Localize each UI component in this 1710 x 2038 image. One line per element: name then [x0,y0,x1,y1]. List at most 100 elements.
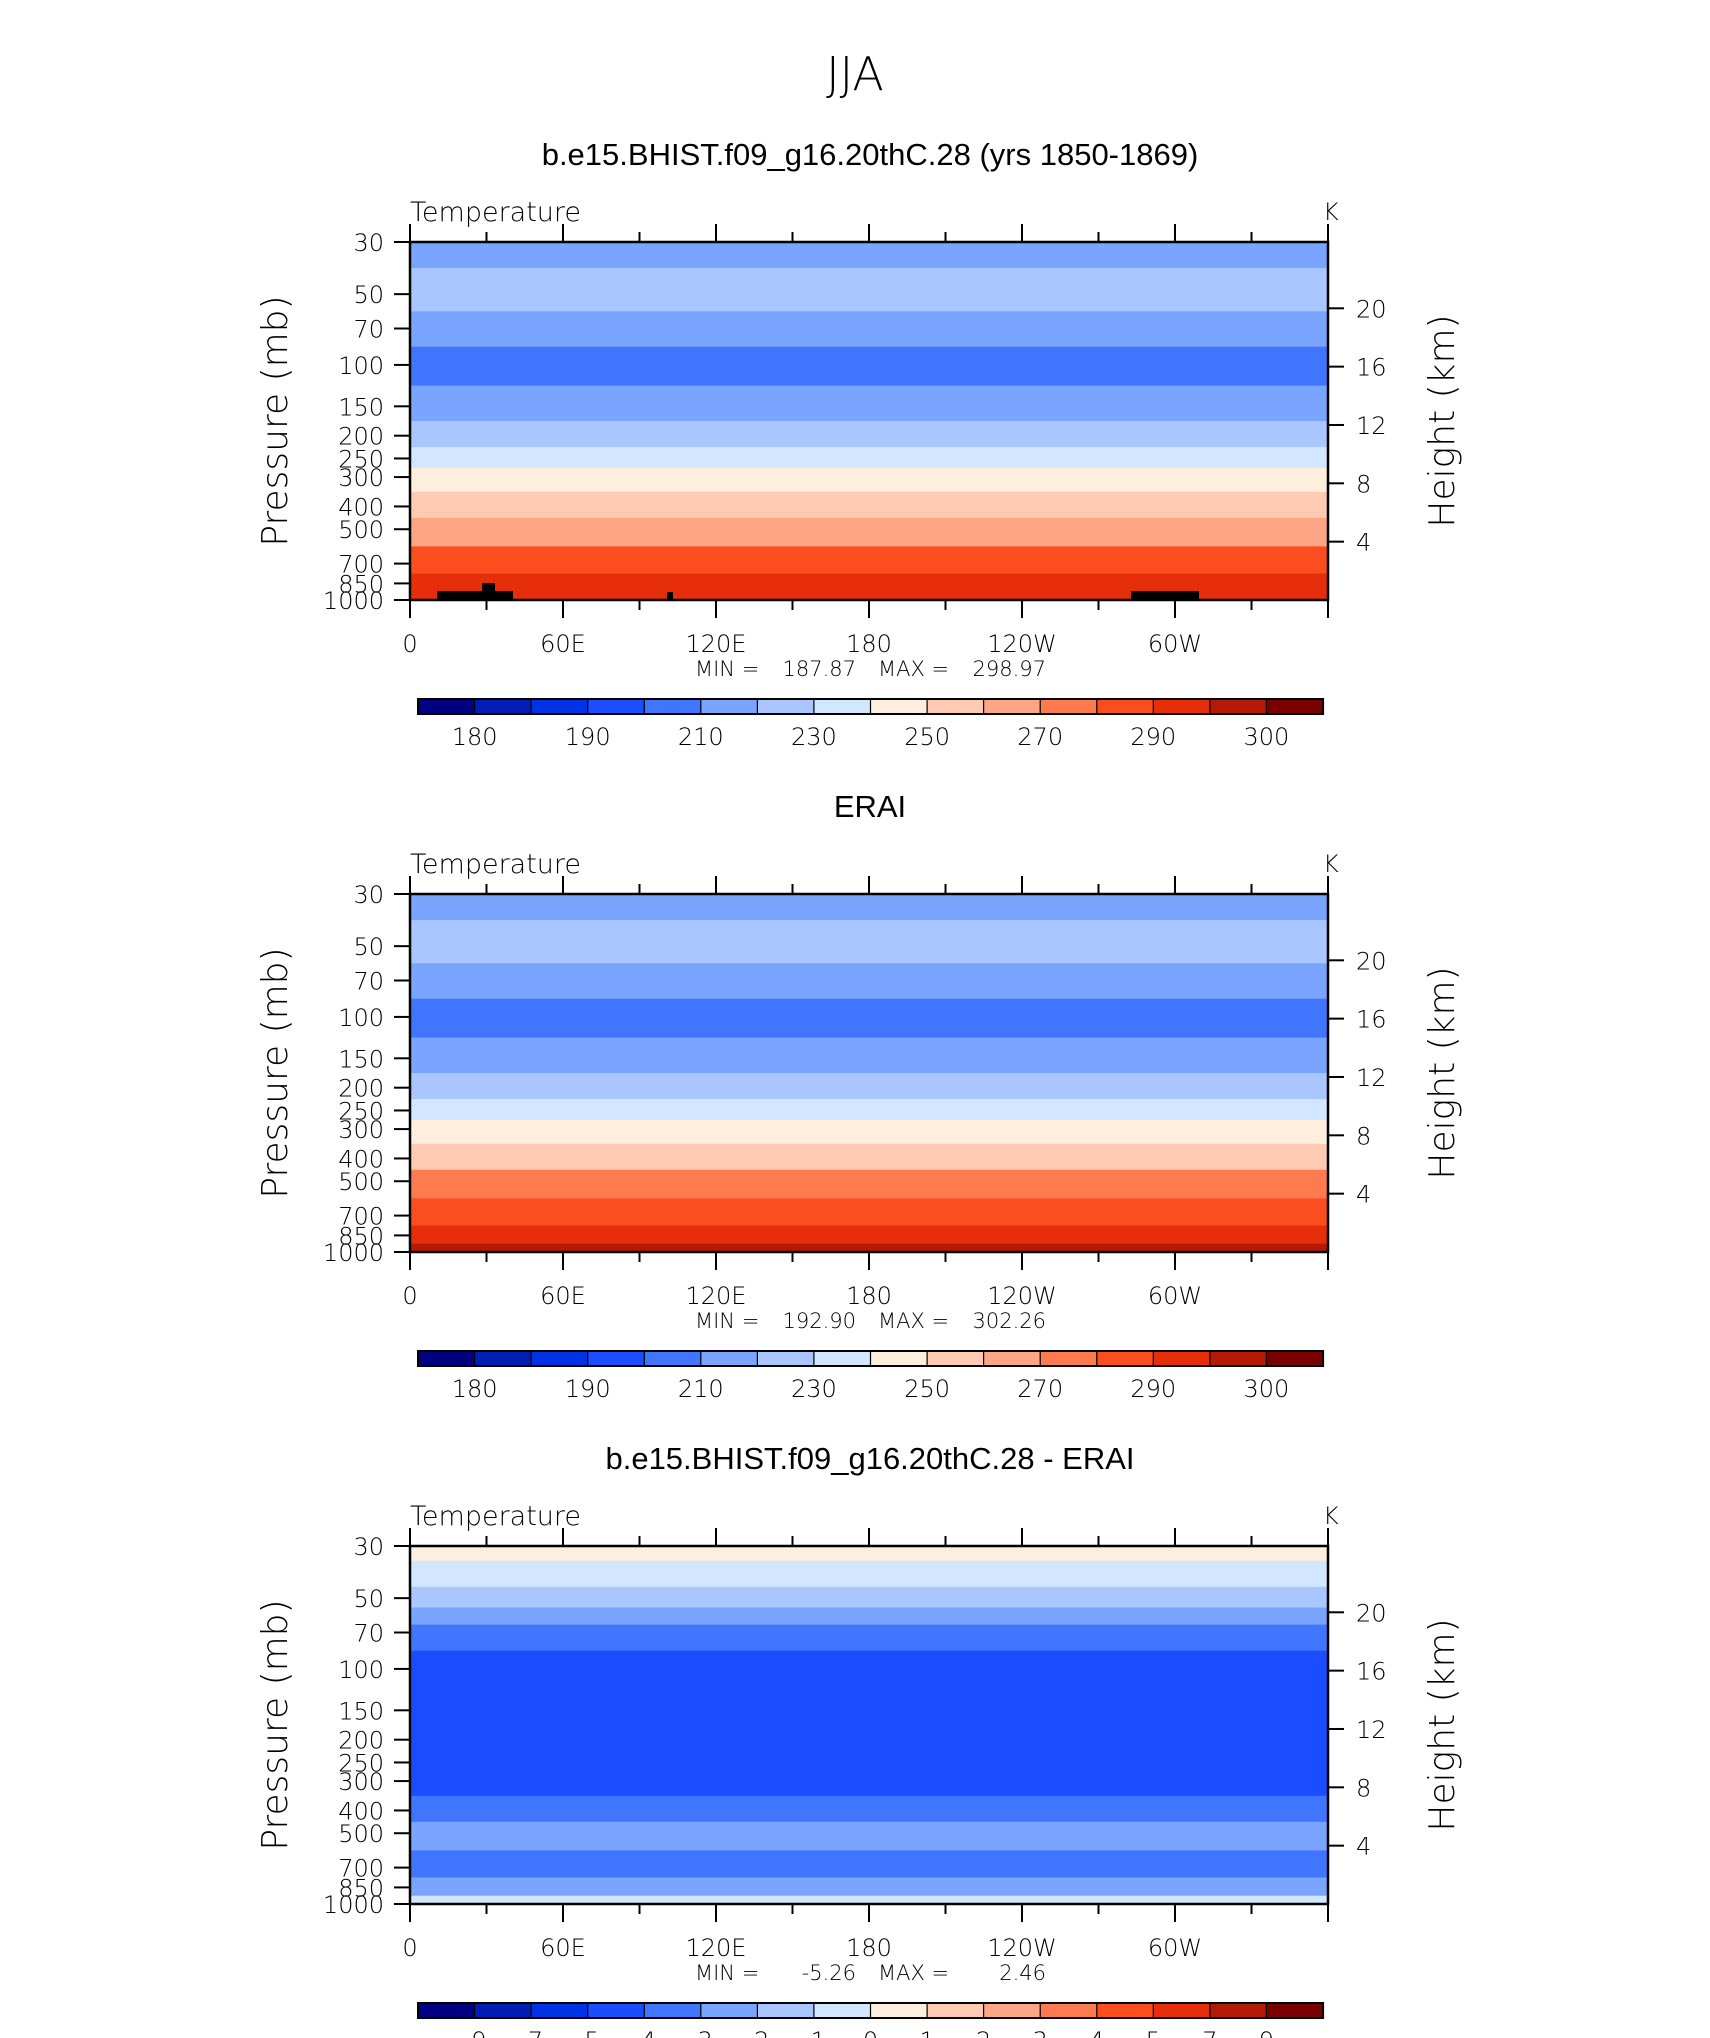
colorbar: -9 -7 -5 -4 -3 -2 -1 0 1 2 3 4 5 7 9 [417,2002,1325,2038]
y2-tick-label: 12 [1356,1064,1387,1092]
contour-band [410,1624,1328,1652]
y2-axis-label: Height (km) [1422,966,1463,1179]
colorbar-swatch [474,698,533,715]
contour-band [410,517,1328,547]
y2-tick-label: 16 [1356,1658,1387,1686]
y-tick-label: 1000 [323,1891,384,1919]
colorbar-swatch [1265,1350,1325,1367]
y-tick-label: 200 [338,1727,384,1755]
y2-tick-label: 4 [1356,1181,1371,1209]
x-tick-label: 60W [1148,1934,1202,1962]
y-tick-label: 500 [338,1168,384,1196]
colorbar: 180 190 210 230 250 270 290 300 [417,698,1325,751]
min-value: 187.87 [783,657,856,681]
contour-band [410,346,1328,387]
colorbar-swatch [530,1350,589,1367]
colorbar-label: 230 [791,723,837,751]
colorbar-frame [417,698,1324,715]
y2-tick-label: 12 [1356,412,1387,440]
units-label: K [1323,198,1339,226]
max-label: MAX = [878,1309,949,1333]
contour-band [410,467,1328,493]
left-string: Temperature [410,197,581,228]
x-tick-label: 60E [540,630,586,658]
contour-band [410,447,1328,469]
y-tick-label: 100 [338,1656,384,1684]
x-ticks [409,224,1329,618]
y-tick-label: 1000 [323,1239,384,1267]
colorbar-swatch [1152,698,1212,715]
contour-band [410,1143,1328,1171]
contour-band [410,963,1328,1000]
y-tick-label: 500 [338,516,384,544]
colorbar-swatch [926,1350,985,1367]
y-axis-label: Pressure (mb) [255,1599,296,1850]
colorbar-swatch [587,698,646,715]
colorbar-label: 2 [976,2027,991,2038]
terrain-marks [437,583,1199,600]
colorbar-swatch [1039,1350,1098,1367]
y-tick-label: 30 [353,229,384,257]
colorbar-label: -4 [632,2027,656,2038]
colorbar-swatch [1209,698,1268,715]
contour-band [410,1689,1328,1726]
y2-tick-label: 12 [1356,1716,1387,1744]
colorbar-label: 300 [1243,1375,1289,1403]
left-string: Temperature [410,849,581,880]
colorbar-label: 4 [1089,2027,1104,2038]
y-tick-label: 100 [338,352,384,380]
contour-bands [410,242,1328,601]
max-value: 298.97 [973,657,1046,681]
y-tick-label: 700 [338,1203,384,1231]
colorbar-swatch [1096,698,1155,715]
colorbar-label: 190 [565,1375,611,1403]
y-tick-label: 50 [353,281,384,309]
colorbar-swatch [869,2002,929,2019]
contour-band [410,1895,1328,1905]
y2-tick-label: 8 [1356,1774,1371,1802]
x-tick-label: 60W [1148,630,1202,658]
y-tick-label: 700 [338,1855,384,1883]
panel-title: b.e15.BHIST.f09_g16.20thC.28 - ERAI [605,1441,1134,1476]
colorbar-swatch [1209,2002,1268,2019]
colorbar-swatch [1152,1350,1212,1367]
colorbar-label: 250 [904,1375,950,1403]
y-ticks [394,893,410,1253]
colorbar-swatch [417,698,476,715]
colorbar-swatch [869,698,929,715]
colorbar-swatch [700,698,759,715]
colorbar-swatch [643,2002,702,2019]
colorbar-swatch [587,1350,646,1367]
colorbar: 180 190 210 230 250 270 290 300 [417,1350,1325,1403]
x-ticks [409,876,1329,1270]
colorbar-swatch [587,2002,646,2019]
contour-band [410,1560,1328,1588]
colorbar-swatch [982,1350,1042,1367]
y-axis-label: Pressure (mb) [255,295,296,546]
y2-tick-label: 20 [1356,947,1387,975]
y-tick-label: 850 [338,570,384,598]
colorbar-swatch [1265,2002,1325,2019]
y-tick-label: 50 [353,1585,384,1613]
contour-band [410,1198,1328,1227]
y2-tick-label: 20 [1356,295,1387,323]
colorbar-label: 7 [1202,2027,1217,2038]
x-tick-label: 120W [987,1934,1057,1962]
colorbar-label: 250 [904,723,950,751]
y-tick-label: 250 [338,1749,384,1777]
colorbar-swatch [869,1350,929,1367]
colorbar-swatch [530,2002,589,2019]
colorbar-swatch [982,2002,1042,2019]
x-tick-label: 60E [540,1934,586,1962]
contour-band [410,1243,1328,1253]
y-axis-label: Pressure (mb) [255,947,296,1198]
units-label: K [1323,1502,1339,1530]
y2-tick-label: 20 [1356,1599,1387,1627]
y2-tick-label: 4 [1356,529,1371,557]
x-tick-label: 0 [402,1934,417,1962]
contour-band [410,546,1328,575]
y-tick-label: 400 [338,493,384,521]
y-tick-label: 30 [353,881,384,909]
colorbar-label: 230 [791,1375,837,1403]
